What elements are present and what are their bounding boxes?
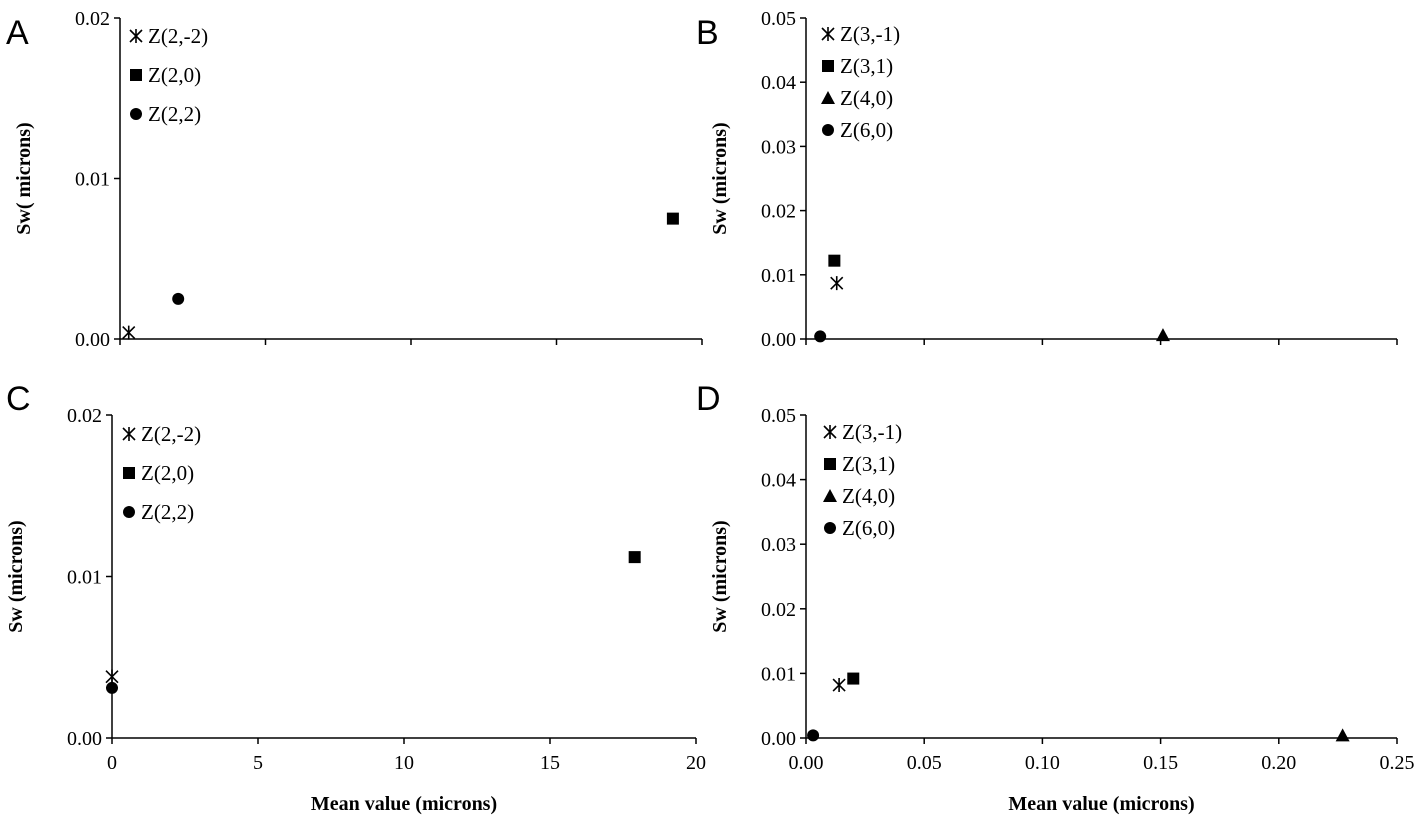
panel-letter: B: [696, 14, 719, 52]
legend-marker: [129, 29, 143, 43]
legend-marker: [821, 27, 835, 41]
y-tick-label: 0.04: [761, 470, 796, 492]
y-tick-label: 0.03: [761, 136, 796, 158]
x-tick-label: 0.15: [1143, 752, 1178, 774]
data-point: [106, 681, 118, 694]
legend-label: Z(3,-1): [842, 420, 902, 444]
x-tick-label: 20: [686, 752, 706, 774]
y-tick-label: 0.01: [761, 663, 796, 685]
panel-letter: D: [696, 380, 721, 418]
legend-label: Z(6,0): [842, 516, 895, 540]
legend-marker: [123, 467, 135, 479]
panel-b: B 0.00 0.01 0.02 0.03 0.04 0.05 Sw (microns) Z(3…: [696, 8, 1398, 351]
legend-label: Z(2,-2): [148, 24, 208, 48]
y-tick-label: 0.00: [67, 728, 102, 750]
x-axis-title: Mean value (microns): [1008, 793, 1194, 815]
x-tick-label: 10: [394, 752, 414, 774]
panel-c: C 0.00 0.01 0.02 0 5 10 15 20 Sw (microns) Mean va…: [5, 380, 706, 815]
panel-letter: A: [6, 14, 29, 52]
legend-marker: [824, 522, 836, 534]
x-tick-label: 0.05: [907, 752, 942, 774]
data-point: [830, 276, 844, 291]
data-point: [628, 551, 641, 564]
legend-label: Z(3,-1): [840, 22, 900, 46]
y-tick-label: 0.00: [75, 329, 110, 351]
y-tick-label: 0.05: [761, 405, 796, 427]
y-tick-label: 0.04: [761, 72, 796, 94]
x-tick-label: 0: [107, 752, 117, 774]
panel-d: D 0.00 0.01 0.02 0.03 0.04 0.05 0.00 0.05 0.10 0.1…: [696, 380, 1415, 815]
y-tick-label: 0.02: [67, 405, 102, 427]
legend-marker: [822, 60, 834, 72]
y-tick-label: 0.02: [761, 599, 796, 621]
legend: Z(3,-1) Z(3,1) Z(4,0) Z(6,0): [823, 420, 902, 540]
legend-label: Z(2,-2): [141, 422, 201, 446]
y-axis-title: Sw (microns): [709, 520, 731, 632]
x-tick-label: 0.25: [1380, 752, 1415, 774]
legend: Z(3,-1) Z(3,1) Z(4,0) Z(6,0): [821, 22, 900, 142]
legend-marker: [821, 91, 835, 104]
panel-letter: C: [6, 380, 31, 418]
x-tick-label: 15: [540, 752, 560, 774]
legend-label: Z(2,2): [148, 102, 201, 126]
y-tick-label: 0.02: [761, 201, 796, 223]
data-point: [828, 254, 841, 267]
legend-marker: [823, 425, 837, 439]
data-point: [122, 325, 136, 340]
y-tick-label: 0.02: [75, 8, 110, 30]
legend-label: Z(3,1): [842, 452, 895, 476]
data-point: [807, 729, 820, 742]
x-tick-label: 0.00: [789, 752, 824, 774]
legend-marker: [123, 506, 135, 518]
legend: Z(2,-2) Z(2,0) Z(2,2): [122, 422, 201, 524]
x-tick-label: 0.20: [1261, 752, 1296, 774]
y-tick-label: 0.00: [761, 728, 796, 750]
y-axis-title: Sw (microns): [709, 122, 731, 234]
y-tick-label: 0.01: [75, 169, 110, 191]
y-tick-label: 0.03: [761, 534, 796, 556]
y-tick-label: 0.01: [761, 265, 796, 287]
y-axis-title: Sw( microns): [13, 122, 35, 234]
y-tick-label: 0.01: [67, 567, 102, 589]
data-point: [105, 669, 119, 684]
legend-marker: [823, 489, 837, 502]
legend-label: Z(3,1): [840, 54, 893, 78]
legend-label: Z(2,0): [148, 63, 201, 87]
data-point: [847, 672, 860, 685]
legend-marker: [822, 124, 834, 136]
x-tick-label: 5: [253, 752, 263, 774]
data-point: [832, 678, 846, 693]
legend-marker: [824, 458, 836, 470]
legend-label: Z(2,2): [141, 500, 194, 524]
legend-label: Z(4,0): [842, 484, 895, 508]
y-tick-label: 0.05: [761, 8, 796, 30]
data-point: [1155, 328, 1170, 342]
legend-marker: [122, 427, 136, 441]
y-tick-label: 0.00: [761, 329, 796, 351]
x-axis-title: Mean value (microns): [311, 793, 497, 815]
data-point: [172, 292, 185, 305]
y-axis-title: Sw (microns): [5, 520, 27, 632]
legend-marker: [130, 108, 142, 120]
legend-marker: [130, 69, 142, 81]
data-point: [814, 330, 827, 343]
legend-label: Z(2,0): [141, 461, 194, 485]
data-point: [1335, 728, 1350, 742]
data-point: [666, 212, 679, 225]
x-tick-label: 0.10: [1025, 752, 1060, 774]
legend-label: Z(4,0): [840, 86, 893, 110]
legend-label: Z(6,0): [840, 118, 893, 142]
legend: Z(2,-2) Z(2,0) Z(2,2): [129, 24, 208, 126]
